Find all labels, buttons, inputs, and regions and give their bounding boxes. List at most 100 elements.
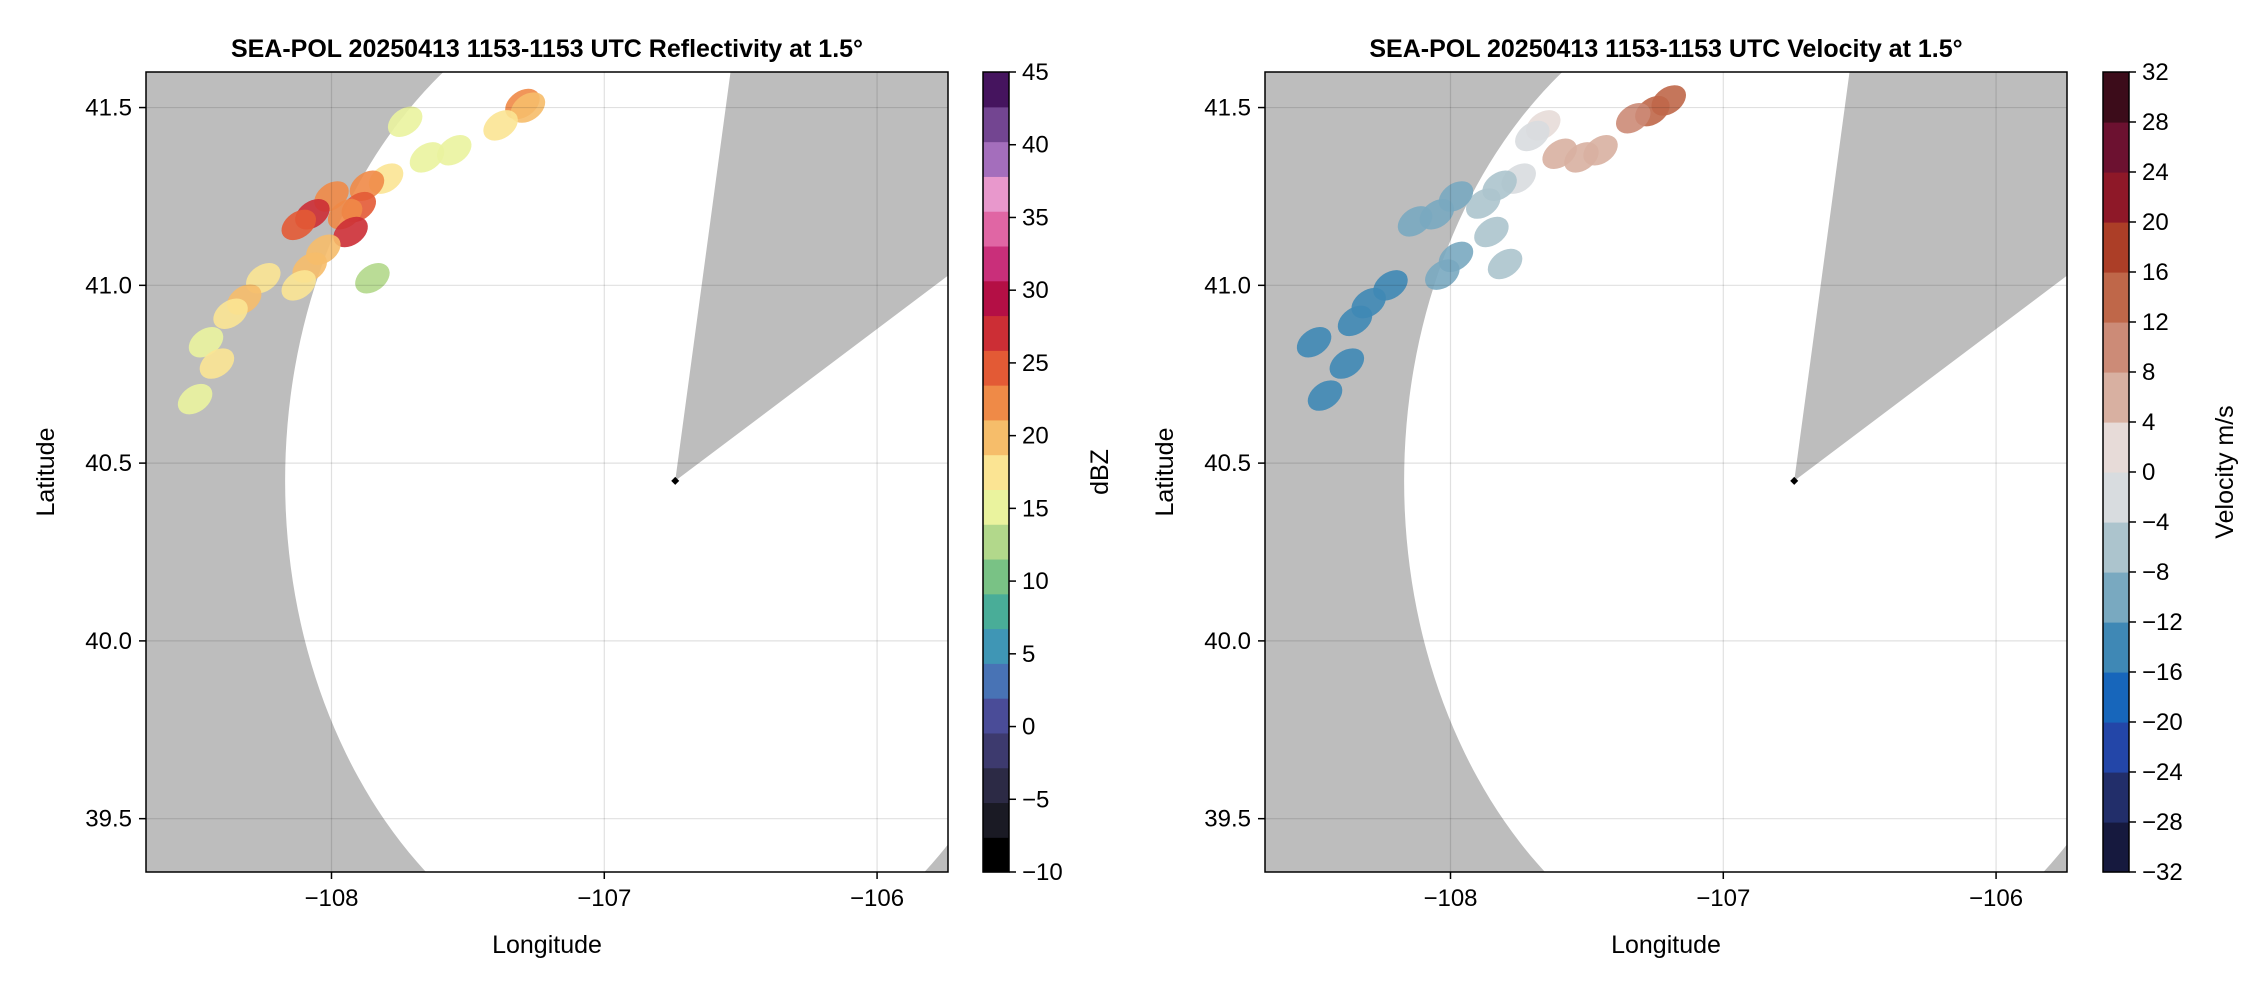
- reflectivity-x-axis-label: Longitude: [492, 931, 602, 959]
- velocity-colorbar-label: Velocity m/s: [2211, 405, 2239, 538]
- velocity-echo-cell: [1307, 380, 1343, 411]
- reflectivity-x-tick-label: −106: [850, 885, 904, 912]
- reflectivity-colorbar-tick-label: 20: [1022, 423, 1049, 450]
- velocity-colorbar-tick-label: −4: [2142, 509, 2169, 536]
- reflectivity-colorbar-label: dBZ: [1086, 449, 1114, 495]
- velocity-colorbar-tick-label: −8: [2142, 559, 2169, 586]
- velocity-colorbar-tick-label: 32: [2142, 59, 2169, 86]
- reflectivity-colorbar-segment: [983, 698, 1009, 734]
- reflectivity-colorbar-segment: [983, 280, 1009, 317]
- velocity-echo-cell: [1616, 102, 1651, 134]
- velocity-colorbar-segment: [2103, 72, 2129, 123]
- reflectivity-echo-cell: [199, 348, 235, 379]
- velocity-colorbar-tick-label: −12: [2142, 609, 2183, 636]
- reflectivity-colorbar-tick-label: 15: [1022, 495, 1049, 522]
- velocity-echo-cell: [1515, 120, 1550, 152]
- velocity-y-tick-label: 41.5: [1204, 95, 1251, 122]
- velocity-x-axis-label: Longitude: [1611, 931, 1721, 959]
- velocity-colorbar-tick-label: −28: [2142, 809, 2183, 836]
- velocity-echo-cell: [1487, 248, 1523, 280]
- reflectivity-colorbar-tick-label: −10: [1022, 859, 1063, 886]
- reflectivity-colorbar-segment: [983, 663, 1009, 699]
- reflectivity-y-tick-label: 39.5: [85, 806, 132, 833]
- velocity-colorbar-segment: [2103, 822, 2129, 873]
- reflectivity-x-ticks: −108 −107 −106: [304, 872, 904, 912]
- reflectivity-colorbar-segment: [983, 732, 1009, 769]
- velocity-colorbar-tick-label: 0: [2142, 459, 2155, 486]
- velocity-y-axis-label: Latitude: [1151, 428, 1179, 517]
- reflectivity-echo-cell: [409, 142, 445, 173]
- reflectivity-colorbar-tick-label: 25: [1022, 350, 1049, 377]
- reflectivity-y-tick-label: 41.5: [85, 95, 132, 122]
- velocity-y-tick-label: 40.0: [1204, 628, 1251, 655]
- velocity-colorbar-segment: [2103, 522, 2129, 573]
- reflectivity-colorbar-segment: [983, 141, 1009, 177]
- velocity-echo-cell: [1465, 188, 1501, 219]
- reflectivity-colorbar-segment: [983, 593, 1009, 630]
- reflectivity-title: SEA-POL 20250413 1153-1153 UTC Reflectiv…: [231, 35, 863, 63]
- reflectivity-colorbar-segment: [983, 837, 1009, 873]
- velocity-x-tick-label: −108: [1423, 885, 1477, 912]
- reflectivity-coverage-disc: [285, 72, 948, 872]
- reflectivity-echo-cell: [436, 134, 472, 166]
- velocity-colorbar-tick-label: 24: [2142, 159, 2169, 186]
- velocity-plot-frame: [1264, 71, 2068, 873]
- reflectivity-echo-cell: [333, 216, 368, 248]
- reflectivity-coverage-layer: [285, 72, 948, 872]
- velocity-y-tick-label: 41.0: [1204, 272, 1251, 299]
- reflectivity-y-tick-label: 40.0: [85, 628, 132, 655]
- velocity-colorbar-segment: [2103, 422, 2129, 473]
- velocity-panel: SEA-POL 20250413 1153-1153 UTC Velocity …: [1151, 35, 2239, 959]
- reflectivity-colorbar-segment: [983, 558, 1009, 595]
- velocity-y-tick-label: 39.5: [1204, 806, 1251, 833]
- reflectivity-colorbar-segment: [983, 489, 1009, 525]
- velocity-colorbar-segment: [2103, 122, 2129, 173]
- reflectivity-y-tick-label: 40.5: [85, 450, 132, 477]
- velocity-colorbar-tick-label: 12: [2142, 309, 2169, 336]
- velocity-echo-cell: [1397, 206, 1433, 237]
- velocity-colorbar-segment: [2103, 222, 2129, 273]
- reflectivity-y-ticks: 39.5 40.0 40.5 41.0 41.5: [85, 95, 146, 833]
- velocity-colorbar-segment: [2103, 722, 2129, 773]
- reflectivity-colorbar-frame: [982, 71, 1010, 873]
- reflectivity-colorbar-segment: [983, 628, 1009, 664]
- reflectivity-colorbar-tick-label: 5: [1022, 641, 1035, 668]
- velocity-echo-cell: [1329, 348, 1365, 379]
- velocity-colorbar-tick-label: 8: [2142, 359, 2155, 386]
- reflectivity-colorbar-segment: [983, 524, 1009, 560]
- velocity-colorbar-segment: [2103, 322, 2129, 373]
- reflectivity-colorbar-segment: [983, 454, 1009, 490]
- reflectivity-colorbar-segment: [983, 211, 1009, 247]
- reflectivity-echo-cell: [355, 262, 390, 294]
- velocity-colorbar-segment: [2103, 272, 2129, 323]
- velocity-colorbar-tick-label: −20: [2142, 709, 2183, 736]
- reflectivity-echo-cell: [281, 270, 317, 301]
- velocity-echo-cell: [1296, 326, 1332, 358]
- velocity-colorbar-segment: [2103, 372, 2129, 423]
- velocity-colorbar-tick-label: −32: [2142, 859, 2183, 886]
- velocity-echo-cell: [1425, 259, 1460, 290]
- velocity-radar-site-marker: [1790, 476, 1799, 485]
- velocity-colorbar-tick-label: 28: [2142, 109, 2169, 136]
- reflectivity-echo-cell: [213, 298, 248, 330]
- velocity-colorbar-ticks: −32 −28 −24 −20 −16 −12 −8 −4 0 4 8 12 16 20 24 28 32: [2129, 59, 2183, 886]
- reflectivity-x-tick-label: −107: [577, 885, 631, 912]
- reflectivity-echo-cell: [510, 92, 546, 123]
- reflectivity-colorbar-segment: [983, 767, 1009, 804]
- reflectivity-echo-cell: [281, 209, 317, 241]
- reflectivity-y-axis-label: Latitude: [32, 428, 60, 517]
- velocity-grid: [1265, 72, 2067, 872]
- velocity-echo-layer: [1296, 85, 1686, 411]
- reflectivity-site-layer: [671, 476, 680, 485]
- velocity-colorbar-segment: [2103, 622, 2129, 673]
- velocity-colorbar-tick-label: 20: [2142, 209, 2169, 236]
- reflectivity-colorbar-tick-label: −5: [1022, 786, 1049, 813]
- reflectivity-colorbar-tick-label: 0: [1022, 714, 1035, 741]
- reflectivity-colorbar: [982, 71, 1010, 873]
- velocity-x-tick-label: −106: [1969, 885, 2023, 912]
- reflectivity-colorbar-ticks: −10 −5 0 5 10 15 20 25 30 35 40 45: [1009, 59, 1063, 886]
- velocity-colorbar-tick-label: −24: [2142, 759, 2183, 786]
- velocity-y-tick-label: 40.5: [1204, 450, 1251, 477]
- velocity-colorbar-tick-label: −16: [2142, 659, 2183, 686]
- velocity-x-ticks: −108 −107 −106: [1423, 872, 2023, 912]
